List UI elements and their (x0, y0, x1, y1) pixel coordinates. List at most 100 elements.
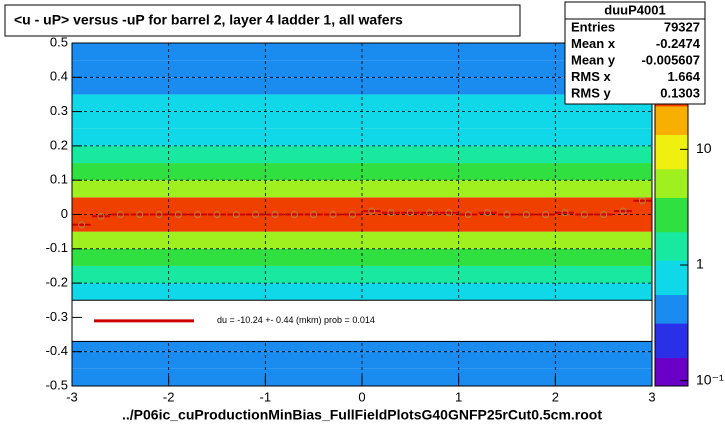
y-tick-label: -0.3 (46, 309, 68, 324)
density-cell (72, 111, 652, 129)
profile-point (78, 221, 86, 229)
colorbar-cell (655, 168, 688, 175)
colorbar-cell (655, 243, 688, 250)
profile-point (542, 211, 550, 218)
colorbar-cell (655, 374, 688, 381)
density-cell (72, 145, 652, 164)
colorbar-cell (655, 305, 688, 313)
colorbar-cell (655, 340, 688, 347)
y-tick-label: -0.4 (46, 343, 68, 358)
x-axis-label: ../P06ic_cuProductionMinBias_FullFieldPl… (122, 407, 602, 423)
profile-point (194, 211, 202, 218)
stats-label: RMS x (571, 69, 612, 84)
colorbar-cell (655, 203, 688, 210)
profile-point (580, 211, 588, 218)
z-tick-label: 1 (696, 256, 704, 272)
profile-point (232, 211, 240, 218)
profile-point (310, 211, 318, 218)
colorbar-cell (655, 111, 688, 118)
colorbar-cell (655, 328, 688, 336)
x-tick-label: -3 (66, 389, 78, 404)
profile-point (619, 207, 627, 215)
profile-point (484, 209, 492, 217)
colorbar-cell (655, 180, 688, 187)
y-tick-label: 0.1 (50, 172, 68, 187)
colorbar-cell (655, 163, 688, 170)
profile-point (406, 209, 414, 217)
colorbar-cell (655, 191, 688, 198)
colorbar-cell (655, 174, 688, 181)
colorbar-cell (655, 363, 688, 370)
colorbar-cell (655, 248, 688, 256)
y-tick-label: 0.5 (50, 34, 68, 49)
colorbar-cell (655, 123, 688, 130)
colorbar-cell (655, 271, 688, 278)
y-tick-label: -0.1 (46, 240, 68, 255)
stats-value: 1.664 (667, 69, 700, 84)
profile-point (426, 209, 434, 217)
y-tick-label: 0.2 (50, 137, 68, 152)
colorbar-cell (655, 237, 688, 244)
colorbar-cell (655, 368, 688, 376)
profile-point (368, 207, 376, 215)
stats-label: RMS y (571, 85, 612, 100)
x-tick-label: 1 (455, 389, 462, 404)
profile-point (445, 209, 453, 217)
colorbar-cell (655, 208, 688, 215)
colorbar-cell (655, 323, 688, 330)
profile-point (97, 212, 105, 220)
colorbar-cell (655, 351, 688, 358)
stats-label: Entries (571, 19, 615, 34)
x-tick-label: 3 (648, 389, 655, 404)
profile-point (329, 211, 337, 218)
density-cell (72, 231, 652, 249)
profile-point (116, 211, 124, 218)
colorbar-cell (655, 334, 688, 341)
profile-point (638, 197, 646, 205)
stats-value: 79327 (664, 19, 700, 34)
profile-point (348, 211, 356, 218)
colorbar-cell (655, 345, 688, 353)
y-tick-label: 0.3 (50, 103, 68, 118)
profile-point (213, 211, 221, 218)
colorbar-cell (655, 277, 688, 284)
z-tick-label: 10⁻¹ (696, 371, 724, 387)
profile-point (561, 209, 569, 217)
stats-title: duuP4001 (604, 2, 665, 17)
x-tick-label: -1 (260, 389, 272, 404)
colorbar-cell (655, 197, 688, 204)
colorbar-cell (655, 357, 688, 364)
colorbar-cell (655, 294, 688, 301)
colorbar-cell (655, 288, 688, 296)
colorbar-cell (655, 317, 688, 324)
colorbar-cell (655, 134, 688, 141)
colorbar-cell (655, 220, 688, 227)
y-tick-label: 0 (61, 206, 68, 221)
profile-point (464, 211, 472, 218)
profile-point (522, 211, 530, 218)
z-tick-label: 10 (696, 140, 712, 156)
colorbar-cell (655, 105, 688, 113)
x-tick-label: -2 (163, 389, 175, 404)
stats-value: -0.2474 (656, 36, 701, 51)
profile-point (136, 211, 144, 218)
title-box (4, 4, 521, 37)
colorbar-cell (655, 157, 688, 164)
y-tick-label: 0.4 (50, 69, 68, 84)
colorbar-cell (655, 128, 688, 135)
y-tick-label: -0.5 (46, 377, 68, 392)
profile-point (600, 211, 608, 218)
colorbar-cell (655, 145, 688, 153)
profile-point (290, 211, 298, 218)
stats-label: Mean x (571, 36, 616, 51)
profile-point (271, 211, 279, 218)
stats-label: Mean y (571, 52, 616, 67)
plot-area: du = -10.24 +- 0.44 (mkm) prob = 0.014 (71, 42, 653, 387)
colorbar-cell (655, 311, 688, 318)
stats-value: -0.005607 (641, 52, 700, 67)
profile-point (252, 211, 260, 218)
colorbar-cell (655, 260, 688, 267)
profile-point (387, 209, 395, 217)
profile-point (503, 211, 511, 218)
density-cell (72, 248, 652, 266)
